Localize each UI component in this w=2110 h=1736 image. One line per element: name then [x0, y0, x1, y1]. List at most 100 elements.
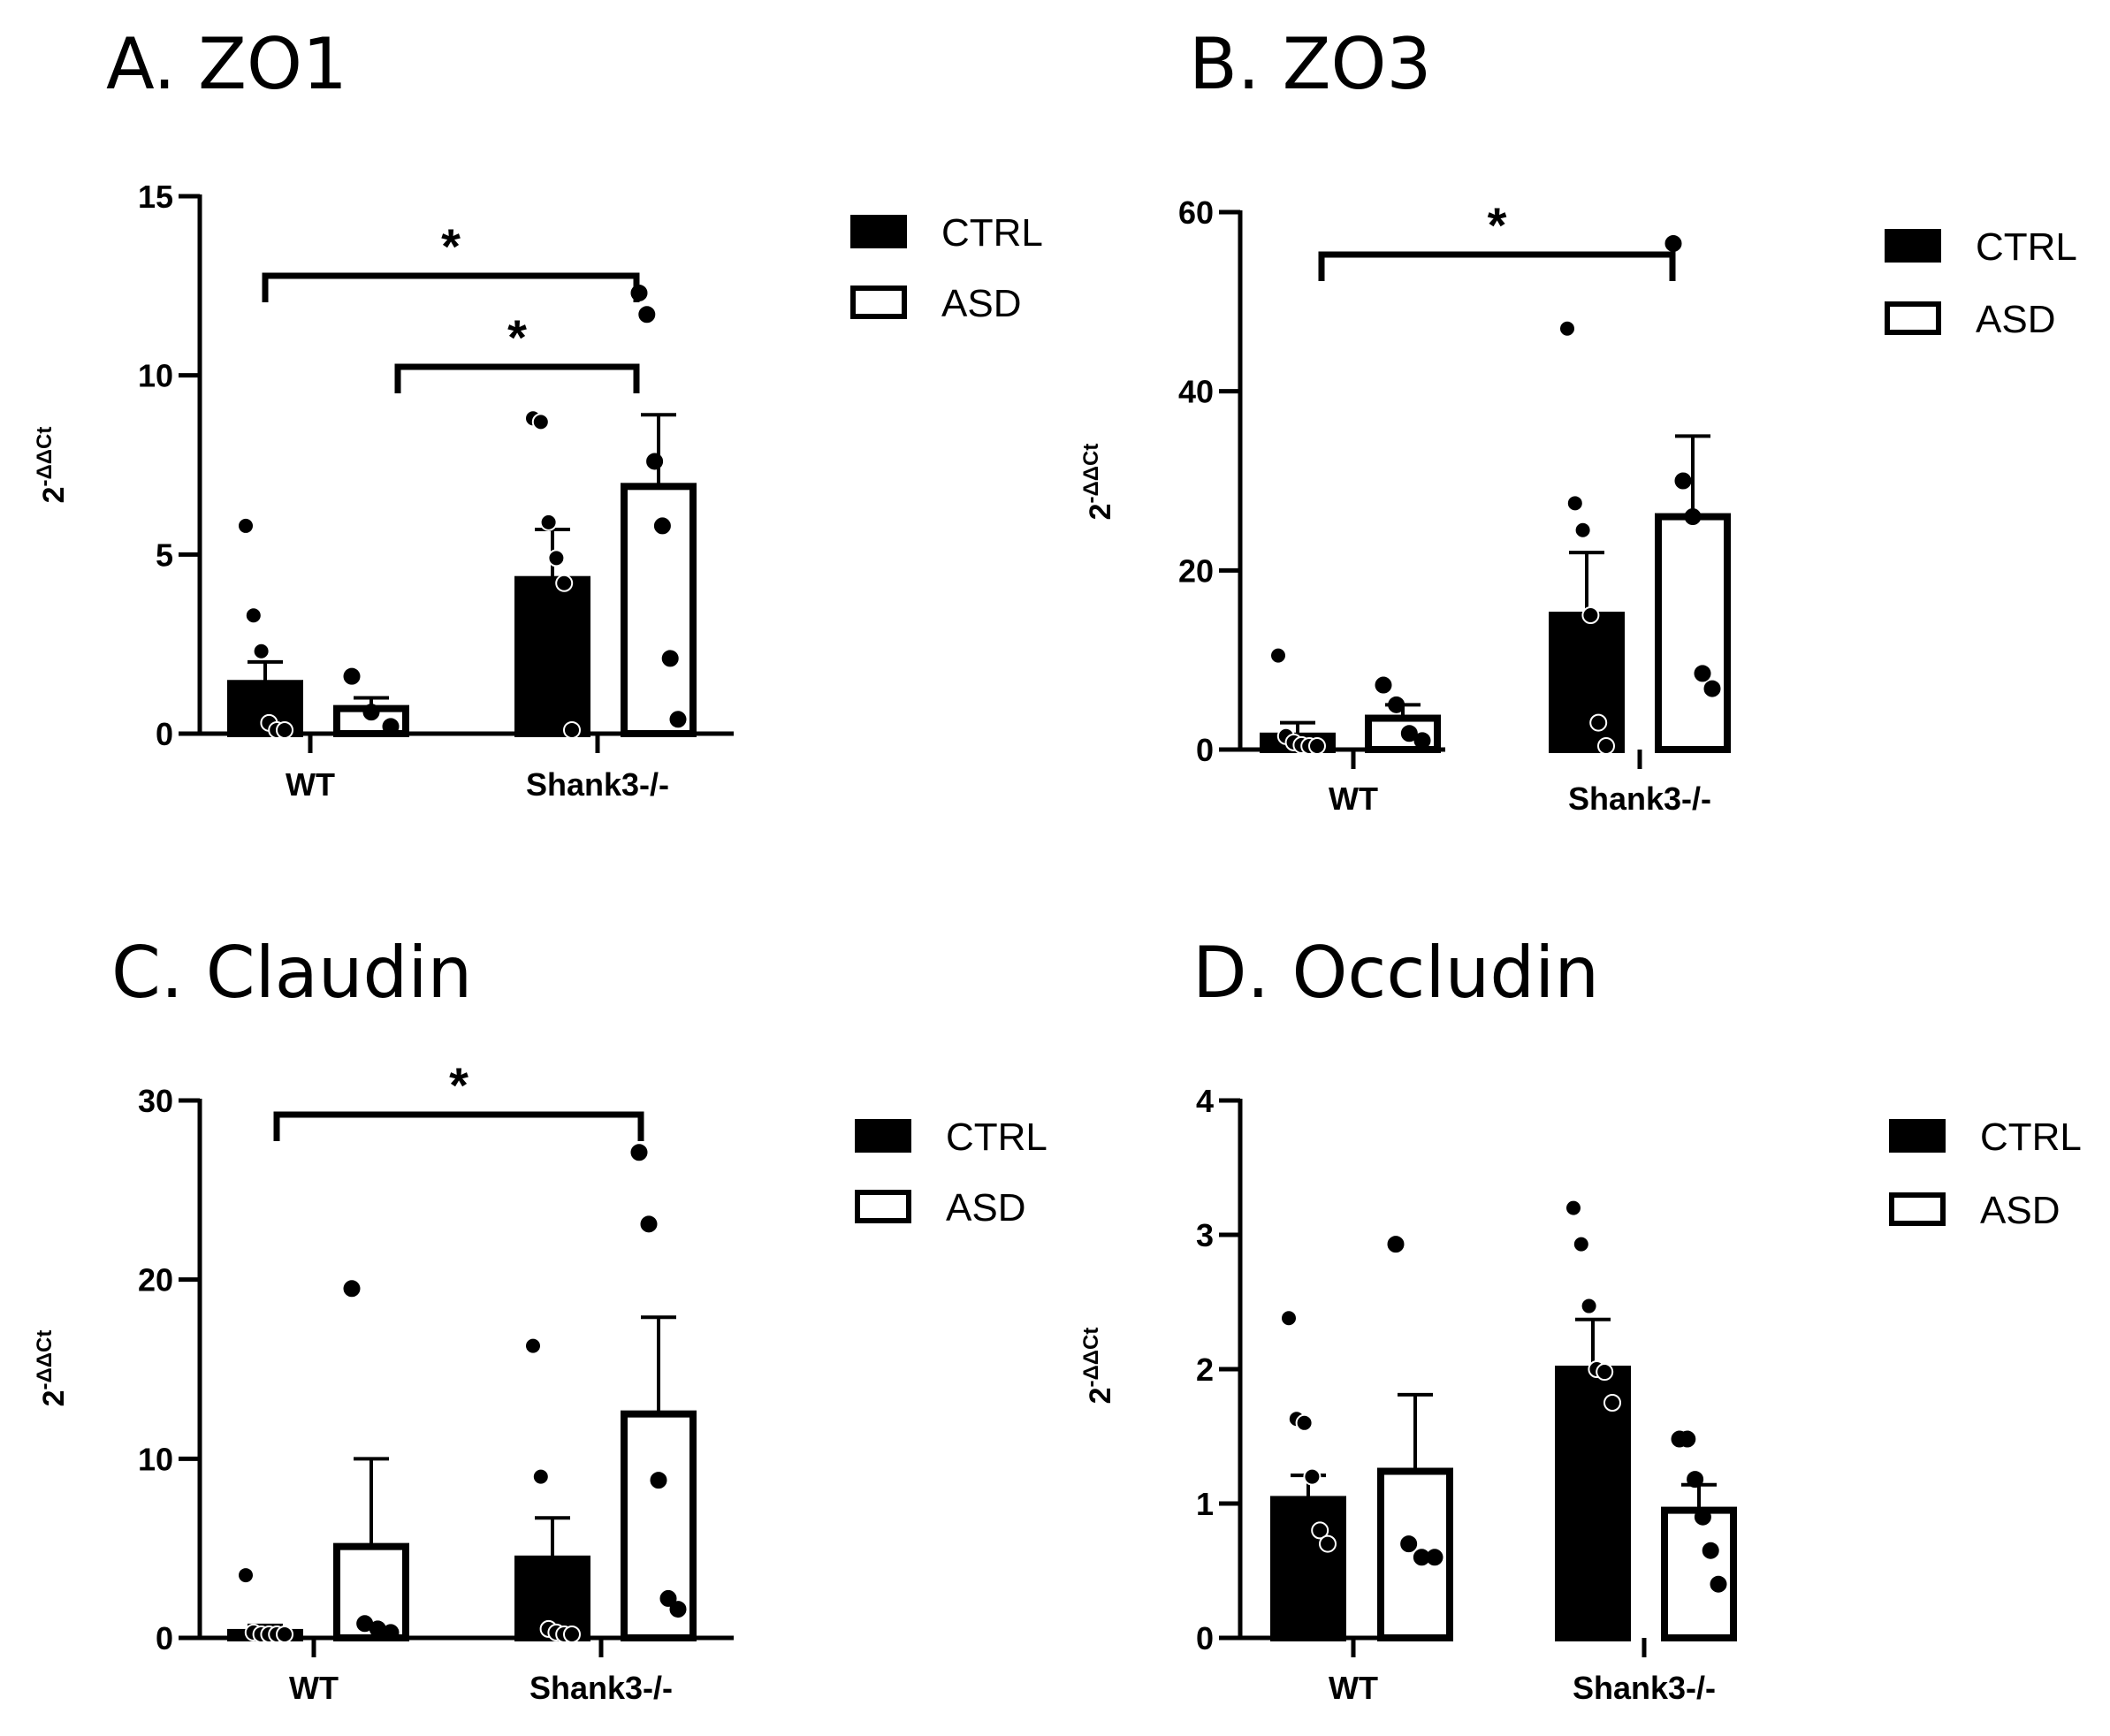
legend-label: ASD [946, 1186, 1025, 1230]
bar [1549, 612, 1625, 753]
data-point [630, 1144, 648, 1161]
y-tick-label: 20 [138, 1262, 173, 1298]
y-tick-label: 15 [138, 179, 173, 215]
significance-label: * [449, 1057, 468, 1113]
significance-label: * [1488, 197, 1507, 253]
data-point [547, 549, 566, 567]
data-point [1426, 1549, 1443, 1566]
y-tick-label: 0 [156, 716, 173, 752]
data-point [1596, 1363, 1614, 1382]
data-point [343, 1280, 361, 1298]
data-point [1558, 319, 1576, 338]
bar [1655, 513, 1731, 753]
data-point [524, 1336, 542, 1355]
data-point [1580, 1297, 1598, 1315]
y-tick-label: 1 [1196, 1486, 1214, 1522]
significance-label: * [441, 218, 461, 274]
data-point [382, 718, 400, 735]
data-point [1280, 1309, 1298, 1328]
x-category-label: WT [1329, 1670, 1378, 1706]
x-category-label: Shank3-/- [526, 766, 669, 803]
x-category-label: Shank3-/- [1568, 780, 1711, 817]
data-point [531, 413, 550, 431]
legend-label: ASD [941, 282, 1021, 325]
y-tick-label: 4 [1196, 1083, 1214, 1119]
panel-title: C. Claudin [111, 932, 472, 1014]
legend-swatch [1885, 301, 1941, 335]
legend-swatch [850, 286, 907, 319]
y-axis-label: 2-ΔΔCt [1079, 1328, 1117, 1405]
legend-label: ASD [1980, 1189, 2060, 1232]
data-point [1674, 472, 1692, 490]
significance-bracket [1318, 251, 1676, 281]
legend-label: CTRL [941, 211, 1043, 255]
legend-label: ASD [1976, 298, 2055, 341]
y-tick-label: 0 [156, 1620, 173, 1656]
significance-bracket [394, 363, 640, 393]
data-point [1375, 676, 1392, 694]
panel-title: A. ZO1 [106, 23, 347, 105]
data-point [555, 574, 574, 592]
y-tick-label: 0 [1196, 1620, 1214, 1656]
significance-bracket [273, 1111, 644, 1141]
legend-swatch [1885, 229, 1941, 263]
data-point [563, 720, 581, 739]
chart-panel-1: A. ZO1 2-ΔΔCt 0 5 10 15 WT Shank3-/- * * CTRL ASD [33, 23, 1043, 803]
x-category-label: WT [286, 766, 335, 803]
data-point [382, 1624, 400, 1641]
data-point [1565, 494, 1584, 513]
y-tick-label: 60 [1178, 194, 1214, 231]
y-axis-label: 2-ΔΔCt [1079, 444, 1117, 521]
y-tick-label: 0 [1196, 732, 1214, 768]
data-point [1603, 1394, 1621, 1412]
data-point [1308, 737, 1326, 755]
y-axis-label: 2-ΔΔCt [33, 1330, 71, 1407]
data-point [1597, 737, 1615, 755]
data-point [237, 1566, 255, 1585]
chart-panel-2: B. ZO3 2-ΔΔCt 0 20 40 60 WT Shank3-/- * CTRL ASD [1079, 23, 2077, 817]
bar [514, 575, 590, 737]
data-point [539, 513, 558, 531]
data-point [1664, 234, 1682, 252]
data-point [237, 516, 255, 535]
y-tick-label: 5 [156, 537, 173, 573]
x-category-label: Shank3-/- [529, 1670, 673, 1706]
data-point [1387, 1236, 1405, 1253]
data-point [1269, 646, 1287, 665]
data-point [1565, 1199, 1582, 1217]
data-point [650, 1472, 667, 1489]
data-point [661, 650, 679, 667]
y-tick-label: 10 [138, 1441, 173, 1477]
y-tick-label: 10 [138, 358, 173, 394]
data-point [1319, 1534, 1337, 1553]
x-category-label: WT [1329, 780, 1378, 817]
legend-swatch [850, 215, 907, 248]
data-point [1710, 1575, 1727, 1593]
data-point [1311, 1521, 1329, 1540]
y-axis-label: 2-ΔΔCt [33, 427, 71, 504]
data-point [362, 704, 380, 721]
data-point [659, 1589, 677, 1607]
legend-swatch [855, 1190, 911, 1223]
y-tick-label: 20 [1178, 552, 1214, 589]
data-point [1589, 713, 1608, 732]
significance-label: * [507, 309, 527, 365]
data-point [653, 517, 671, 535]
panel-title: D. Occludin [1192, 932, 1599, 1014]
bar [1270, 1496, 1346, 1641]
data-point [1573, 521, 1592, 539]
data-point [1295, 1413, 1314, 1432]
data-point [276, 1626, 293, 1643]
data-point [1702, 1542, 1719, 1559]
data-point [244, 606, 263, 625]
y-tick-label: 40 [1178, 374, 1214, 410]
data-point [669, 1601, 687, 1618]
data-point [1679, 1430, 1696, 1448]
data-point [1413, 732, 1431, 750]
significance-bracket [262, 272, 640, 302]
chart-panel-4: D. Occludin 2-ΔΔCt 0 1 2 3 4 WT Shank3-/- CTRL ASD [1079, 932, 2082, 1706]
data-point [1581, 606, 1600, 624]
panel-title: B. ZO3 [1189, 23, 1431, 105]
legend-swatch [1889, 1192, 1946, 1226]
